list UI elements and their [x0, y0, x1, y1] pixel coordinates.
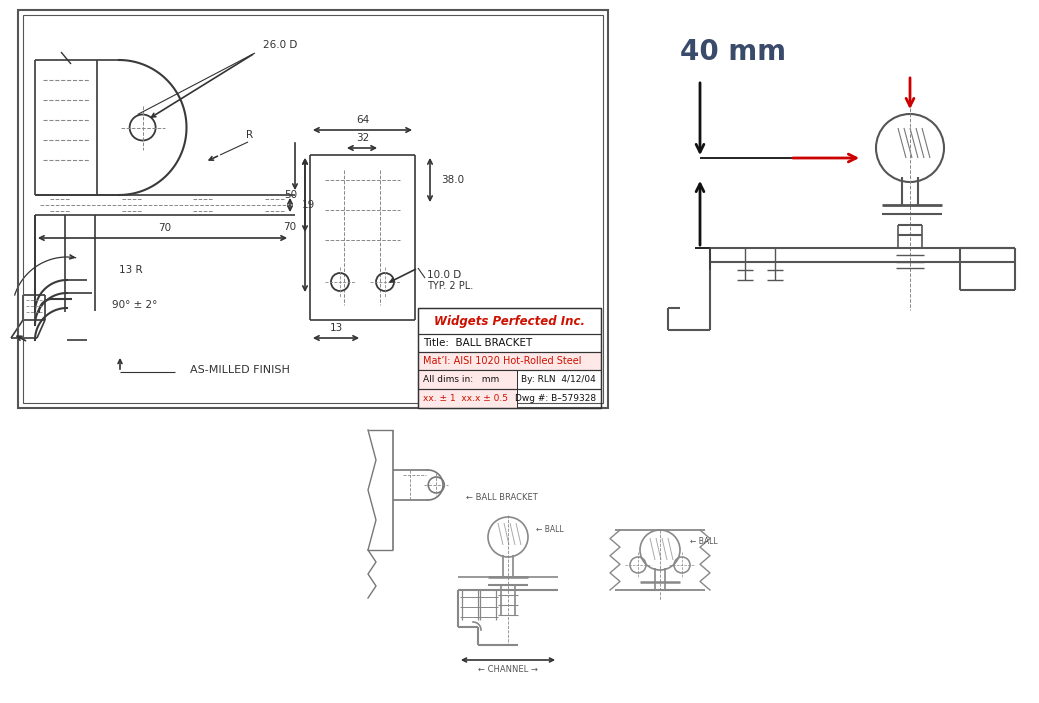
Text: Mat’l: AISI 1020 Hot-Rolled Steel: Mat’l: AISI 1020 Hot-Rolled Steel — [423, 356, 582, 366]
Text: xx. ± 1  xx.x ± 0.5: xx. ± 1 xx.x ± 0.5 — [423, 394, 508, 403]
Text: By: RLN  4/12/04: By: RLN 4/12/04 — [522, 375, 596, 384]
Bar — [418, 352, 601, 370]
Text: Title:  BALL BRACKET: Title: BALL BRACKET — [423, 338, 532, 348]
Text: ← CHANNEL →: ← CHANNEL → — [478, 666, 538, 674]
Text: ← BALL: ← BALL — [536, 526, 563, 534]
Text: Widgets Perfected Inc.: Widgets Perfected Inc. — [434, 314, 585, 328]
Text: R: R — [246, 130, 254, 140]
Text: 70: 70 — [283, 222, 296, 232]
Text: All dims in:   mm: All dims in: mm — [423, 375, 500, 384]
Text: 50: 50 — [284, 190, 297, 200]
Text: 19: 19 — [302, 200, 315, 210]
Text: 40 mm: 40 mm — [680, 38, 787, 66]
Text: 13: 13 — [329, 323, 343, 333]
Bar — [418, 334, 601, 352]
Bar — [418, 370, 516, 389]
Text: TYP. 2 PL.: TYP. 2 PL. — [427, 281, 473, 291]
Text: 90° ± 2°: 90° ± 2° — [112, 300, 157, 310]
Text: 13 R: 13 R — [119, 265, 142, 275]
Text: Dwg #: B–579328: Dwg #: B–579328 — [515, 394, 596, 403]
Text: 38.0: 38.0 — [442, 175, 464, 185]
Text: 32: 32 — [356, 133, 369, 143]
Bar — [418, 308, 601, 334]
Text: 70: 70 — [158, 223, 171, 233]
Text: 64: 64 — [356, 115, 369, 125]
Text: ← BALL BRACKET: ← BALL BRACKET — [467, 493, 538, 501]
Bar — [418, 370, 601, 389]
Text: 26.0 D: 26.0 D — [263, 40, 297, 50]
Bar — [418, 389, 516, 408]
Bar — [418, 308, 601, 408]
Bar — [418, 389, 601, 408]
Text: AS-MILLED FINISH: AS-MILLED FINISH — [190, 365, 290, 375]
Text: 10.0 D: 10.0 D — [427, 270, 461, 280]
Text: ← BALL: ← BALL — [690, 538, 718, 546]
